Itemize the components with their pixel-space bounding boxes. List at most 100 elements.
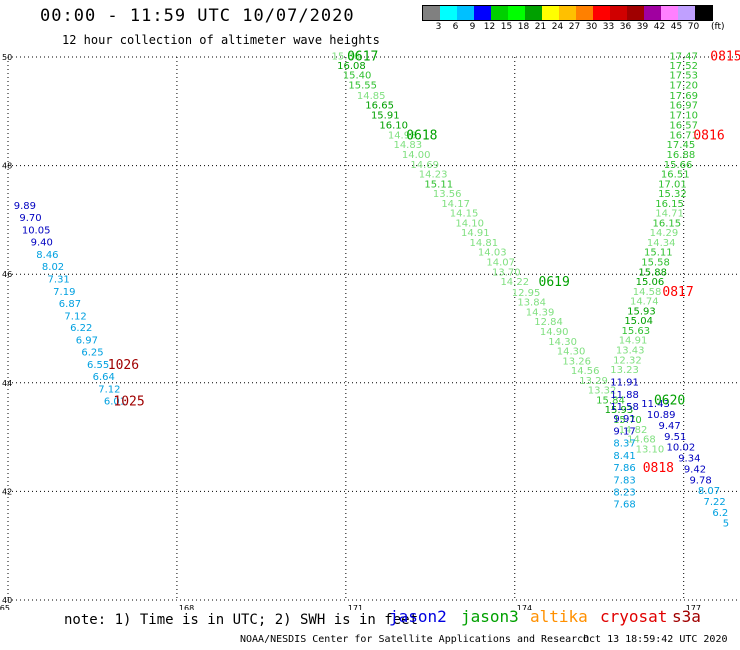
wave-height-label: 14.17 bbox=[441, 199, 470, 210]
wave-height-label: 14.83 bbox=[393, 140, 422, 151]
time-label: 0619 bbox=[539, 275, 570, 290]
time-label: 0817 bbox=[662, 285, 693, 300]
wave-height-label: 9.78 bbox=[689, 475, 711, 486]
wave-height-label: 15.32 bbox=[658, 189, 687, 200]
color-scale-label: 36 bbox=[619, 22, 632, 32]
color-scale-label: 24 bbox=[551, 22, 564, 32]
color-scale-label: 27 bbox=[568, 22, 581, 32]
color-swatch bbox=[661, 6, 678, 20]
wave-height-label: 9.40 bbox=[31, 237, 53, 248]
wave-height-label: 9.89 bbox=[14, 201, 36, 212]
color-scale-bar bbox=[422, 5, 713, 21]
color-swatch bbox=[440, 6, 457, 20]
wave-height-label: 16.15 bbox=[655, 199, 684, 210]
time-label: 0617 bbox=[347, 50, 378, 65]
wave-height-label: 15.88 bbox=[638, 267, 667, 278]
wave-height-label: 14.34 bbox=[647, 238, 676, 249]
wave-height-label: 14.91 bbox=[461, 228, 490, 239]
wave-height-label: 16.57 bbox=[669, 121, 698, 132]
wave-height-label: 13.56 bbox=[433, 189, 462, 200]
wave-height-label: 15.58 bbox=[641, 258, 670, 269]
wave-height-label: 8.07 bbox=[698, 486, 720, 497]
wave-height-label: 7.12 bbox=[98, 385, 120, 396]
wave-height-label: 6.55 bbox=[87, 360, 109, 371]
wave-height-label: 14.58 bbox=[633, 287, 662, 298]
wave-height-label: 9.17 bbox=[613, 426, 635, 437]
color-scale-label: 18 bbox=[517, 22, 530, 32]
x-tick-label: 174 bbox=[517, 604, 532, 610]
wave-height-label: 6.22 bbox=[70, 323, 92, 334]
wave-height-label: 13.84 bbox=[517, 298, 546, 309]
wave-height-label: 7.12 bbox=[64, 311, 86, 322]
color-swatch bbox=[559, 6, 576, 20]
wave-height-label: 14.39 bbox=[526, 307, 555, 318]
wave-height-label: 16.15 bbox=[652, 218, 681, 229]
color-scale-label: 9 bbox=[469, 22, 476, 32]
color-swatch bbox=[695, 6, 712, 20]
color-scale-label: 3 bbox=[435, 22, 442, 32]
wave-height-label: 16.71 bbox=[669, 130, 698, 141]
color-swatch bbox=[457, 6, 474, 20]
color-scale-label: 30 bbox=[585, 22, 598, 32]
color-scale-label: 15 bbox=[500, 22, 513, 32]
wave-height-label: 15.93 bbox=[605, 405, 634, 416]
color-swatch bbox=[474, 6, 491, 20]
wave-height-label: 14.30 bbox=[548, 337, 577, 348]
wave-height-plot: 16516817117417740424446485015.8616.0815.… bbox=[0, 50, 740, 610]
color-swatch bbox=[678, 6, 695, 20]
wave-height-label: 9.47 bbox=[658, 421, 680, 432]
color-scale-unit: (ft) bbox=[711, 22, 725, 32]
wave-height-label: 17.20 bbox=[669, 80, 698, 91]
chart-subtitle: 12 hour collection of altimeter wave hei… bbox=[62, 33, 380, 47]
legend-s3a: s3a bbox=[672, 607, 701, 626]
wave-height-label: 13.43 bbox=[616, 345, 645, 356]
time-label: 0816 bbox=[693, 128, 724, 143]
wave-height-label: 13.23 bbox=[610, 365, 639, 376]
color-scale-label: 21 bbox=[534, 22, 547, 32]
color-swatch bbox=[508, 6, 525, 20]
wave-height-label: 15.40 bbox=[343, 71, 372, 82]
wave-height-label: 14.00 bbox=[402, 150, 431, 161]
x-tick-label: 168 bbox=[179, 604, 194, 610]
wave-height-label: 9.51 bbox=[664, 432, 686, 443]
wave-height-label: 7.19 bbox=[53, 287, 75, 298]
wave-height-label: 8.23 bbox=[613, 488, 635, 499]
color-scale-label: 12 bbox=[483, 22, 496, 32]
wave-height-label: 14.74 bbox=[630, 297, 659, 308]
legend-altika: altika bbox=[530, 607, 588, 626]
wave-height-label: 13.70 bbox=[492, 267, 521, 278]
wave-height-label: 13.29 bbox=[579, 376, 608, 387]
wave-height-label: 16.88 bbox=[667, 150, 696, 161]
color-swatch bbox=[627, 6, 644, 20]
wave-height-label: 14.56 bbox=[571, 366, 600, 377]
wave-height-label: 7.31 bbox=[48, 274, 70, 285]
wave-height-label: 14.30 bbox=[557, 347, 586, 358]
wave-height-label: 15.04 bbox=[624, 316, 653, 327]
x-tick-label: 165 bbox=[0, 604, 10, 610]
wave-height-label: 15.55 bbox=[348, 80, 377, 91]
color-swatch bbox=[593, 6, 610, 20]
wave-height-label: 14.22 bbox=[500, 277, 529, 288]
wave-height-label: 6.25 bbox=[81, 348, 103, 359]
wave-height-label: 13.26 bbox=[562, 356, 591, 367]
wave-height-label: 14.69 bbox=[410, 160, 439, 171]
color-scale-label: 42 bbox=[653, 22, 666, 32]
legend-jason3: jason3 bbox=[461, 607, 519, 626]
wave-height-label: 6.2 bbox=[712, 508, 728, 519]
wave-height-label: 17.01 bbox=[658, 179, 687, 190]
x-tick-label: 177 bbox=[686, 604, 701, 610]
wave-height-label: 8.46 bbox=[36, 250, 58, 261]
y-tick-label: 46 bbox=[2, 270, 12, 279]
wave-height-label: 14.90 bbox=[540, 327, 569, 338]
wave-height-label: 14.29 bbox=[650, 228, 679, 239]
color-scale-label: 6 bbox=[452, 22, 459, 32]
wave-height-label: 14.15 bbox=[450, 209, 479, 220]
wave-height-label: 12.84 bbox=[534, 317, 563, 328]
wave-height-label: 17.52 bbox=[669, 61, 698, 72]
wave-height-label: 14.68 bbox=[627, 435, 656, 446]
wave-height-label: 11.91 bbox=[610, 378, 639, 389]
x-tick-label: 171 bbox=[348, 604, 363, 610]
color-swatch bbox=[525, 6, 542, 20]
wave-height-label: 14.23 bbox=[419, 170, 448, 181]
wave-height-label: 13.10 bbox=[636, 444, 665, 455]
